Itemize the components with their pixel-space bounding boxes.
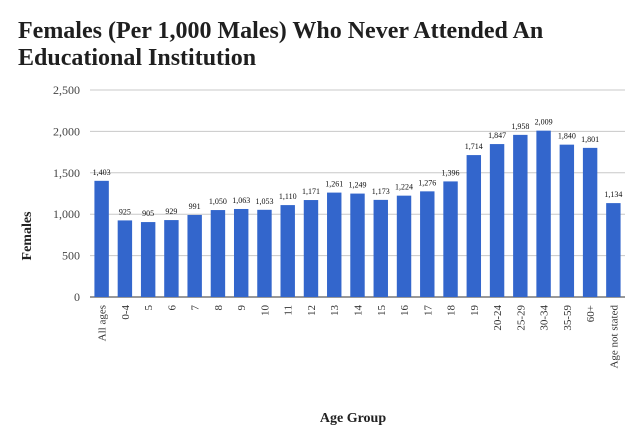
bars — [94, 130, 621, 297]
x-tick-label: 16 — [399, 305, 411, 317]
data-label: 1,276 — [418, 178, 436, 187]
data-label: 1,224 — [395, 183, 413, 192]
x-tick-label: 8 — [213, 305, 225, 311]
x-tick-label: 14 — [353, 305, 365, 317]
y-tick-label: 500 — [62, 249, 80, 263]
x-axis-ticks: All ages 0-4 5 6 7 8 9 10 11 12 13 14 15 16 17 18 19 20-2… — [97, 305, 621, 369]
y-axis-title: Females — [20, 211, 35, 261]
bar — [420, 191, 435, 297]
x-tick-label: 19 — [469, 305, 481, 317]
x-axis-title: Age Group — [320, 411, 386, 426]
data-label: 2,009 — [535, 118, 553, 127]
y-tick-label: 2,000 — [53, 124, 80, 138]
data-label: 929 — [165, 207, 177, 216]
bar — [373, 199, 388, 297]
data-label: 1,261 — [325, 180, 343, 189]
x-tick-label: 7 — [190, 305, 202, 311]
bar — [513, 134, 528, 297]
y-tick-label: 1,000 — [53, 207, 80, 221]
bar — [187, 214, 202, 297]
bar — [582, 147, 598, 297]
data-label: 1,134 — [604, 190, 622, 199]
x-tick-label: 0-4 — [120, 305, 132, 320]
bar — [94, 180, 109, 297]
data-label: 1,171 — [302, 187, 320, 196]
data-label: 1,958 — [511, 122, 529, 131]
data-label: 1,053 — [255, 197, 273, 206]
x-tick-label: 9 — [236, 305, 248, 311]
data-label: 1,050 — [209, 197, 227, 206]
x-tick-label: 17 — [422, 305, 434, 317]
data-label: 1,847 — [488, 131, 506, 140]
chart-title: Females (Per 1,000 Males) Who Never Atte… — [18, 18, 544, 71]
data-label: 1,801 — [581, 135, 599, 144]
x-tick-label: 25-29 — [515, 305, 527, 331]
x-tick-label: 5 — [143, 305, 155, 311]
x-tick-label: 6 — [166, 305, 178, 311]
y-tick-label: 2,500 — [53, 83, 80, 97]
data-label: 1,403 — [93, 168, 111, 177]
bar — [164, 220, 179, 297]
data-label: 1,714 — [465, 142, 483, 151]
x-tick-label: 11 — [283, 305, 295, 316]
data-label: 905 — [142, 209, 154, 218]
data-label: 1,063 — [232, 196, 250, 205]
x-tick-label: All ages — [97, 305, 109, 341]
bar — [350, 193, 365, 297]
bar — [443, 181, 458, 297]
x-tick-label: 35-59 — [562, 305, 574, 331]
data-label: 1,396 — [442, 168, 460, 177]
x-tick-label: 60+ — [585, 305, 597, 322]
bar — [466, 155, 482, 297]
data-label: 1,249 — [349, 181, 367, 190]
bar — [233, 208, 249, 297]
y-axis-ticks: 0 500 1,000 1,500 2,000 2,500 — [53, 83, 80, 304]
bar — [140, 222, 156, 297]
data-label: 1,173 — [372, 187, 390, 196]
data-label: 1,840 — [558, 132, 576, 141]
bar — [559, 144, 575, 297]
x-tick-label: 12 — [306, 305, 318, 316]
bar — [396, 195, 412, 297]
bar — [606, 203, 621, 297]
y-tick-label: 1,500 — [53, 166, 80, 180]
x-tick-label: 15 — [376, 305, 388, 317]
y-tick-label: 0 — [74, 290, 80, 304]
bar — [536, 130, 551, 297]
data-label: 991 — [189, 202, 201, 211]
data-label: 1,110 — [279, 192, 297, 201]
x-tick-label: 10 — [259, 305, 271, 317]
bar — [489, 144, 505, 297]
bar — [327, 192, 342, 297]
data-labels: 1,403 925 905 929 991 1,050 1,063 1,053 1,110 1,1… — [93, 118, 623, 218]
x-tick-label: 30-34 — [539, 305, 551, 331]
bar — [280, 205, 295, 297]
x-tick-label: Age not stated — [608, 305, 620, 369]
x-tick-label: 13 — [329, 305, 341, 317]
bar — [117, 220, 133, 297]
data-label: 925 — [119, 207, 131, 216]
bar — [257, 209, 272, 297]
bar — [303, 200, 319, 297]
x-tick-label: 20-24 — [492, 305, 504, 331]
bar — [210, 210, 226, 297]
x-tick-label: 18 — [446, 305, 458, 317]
